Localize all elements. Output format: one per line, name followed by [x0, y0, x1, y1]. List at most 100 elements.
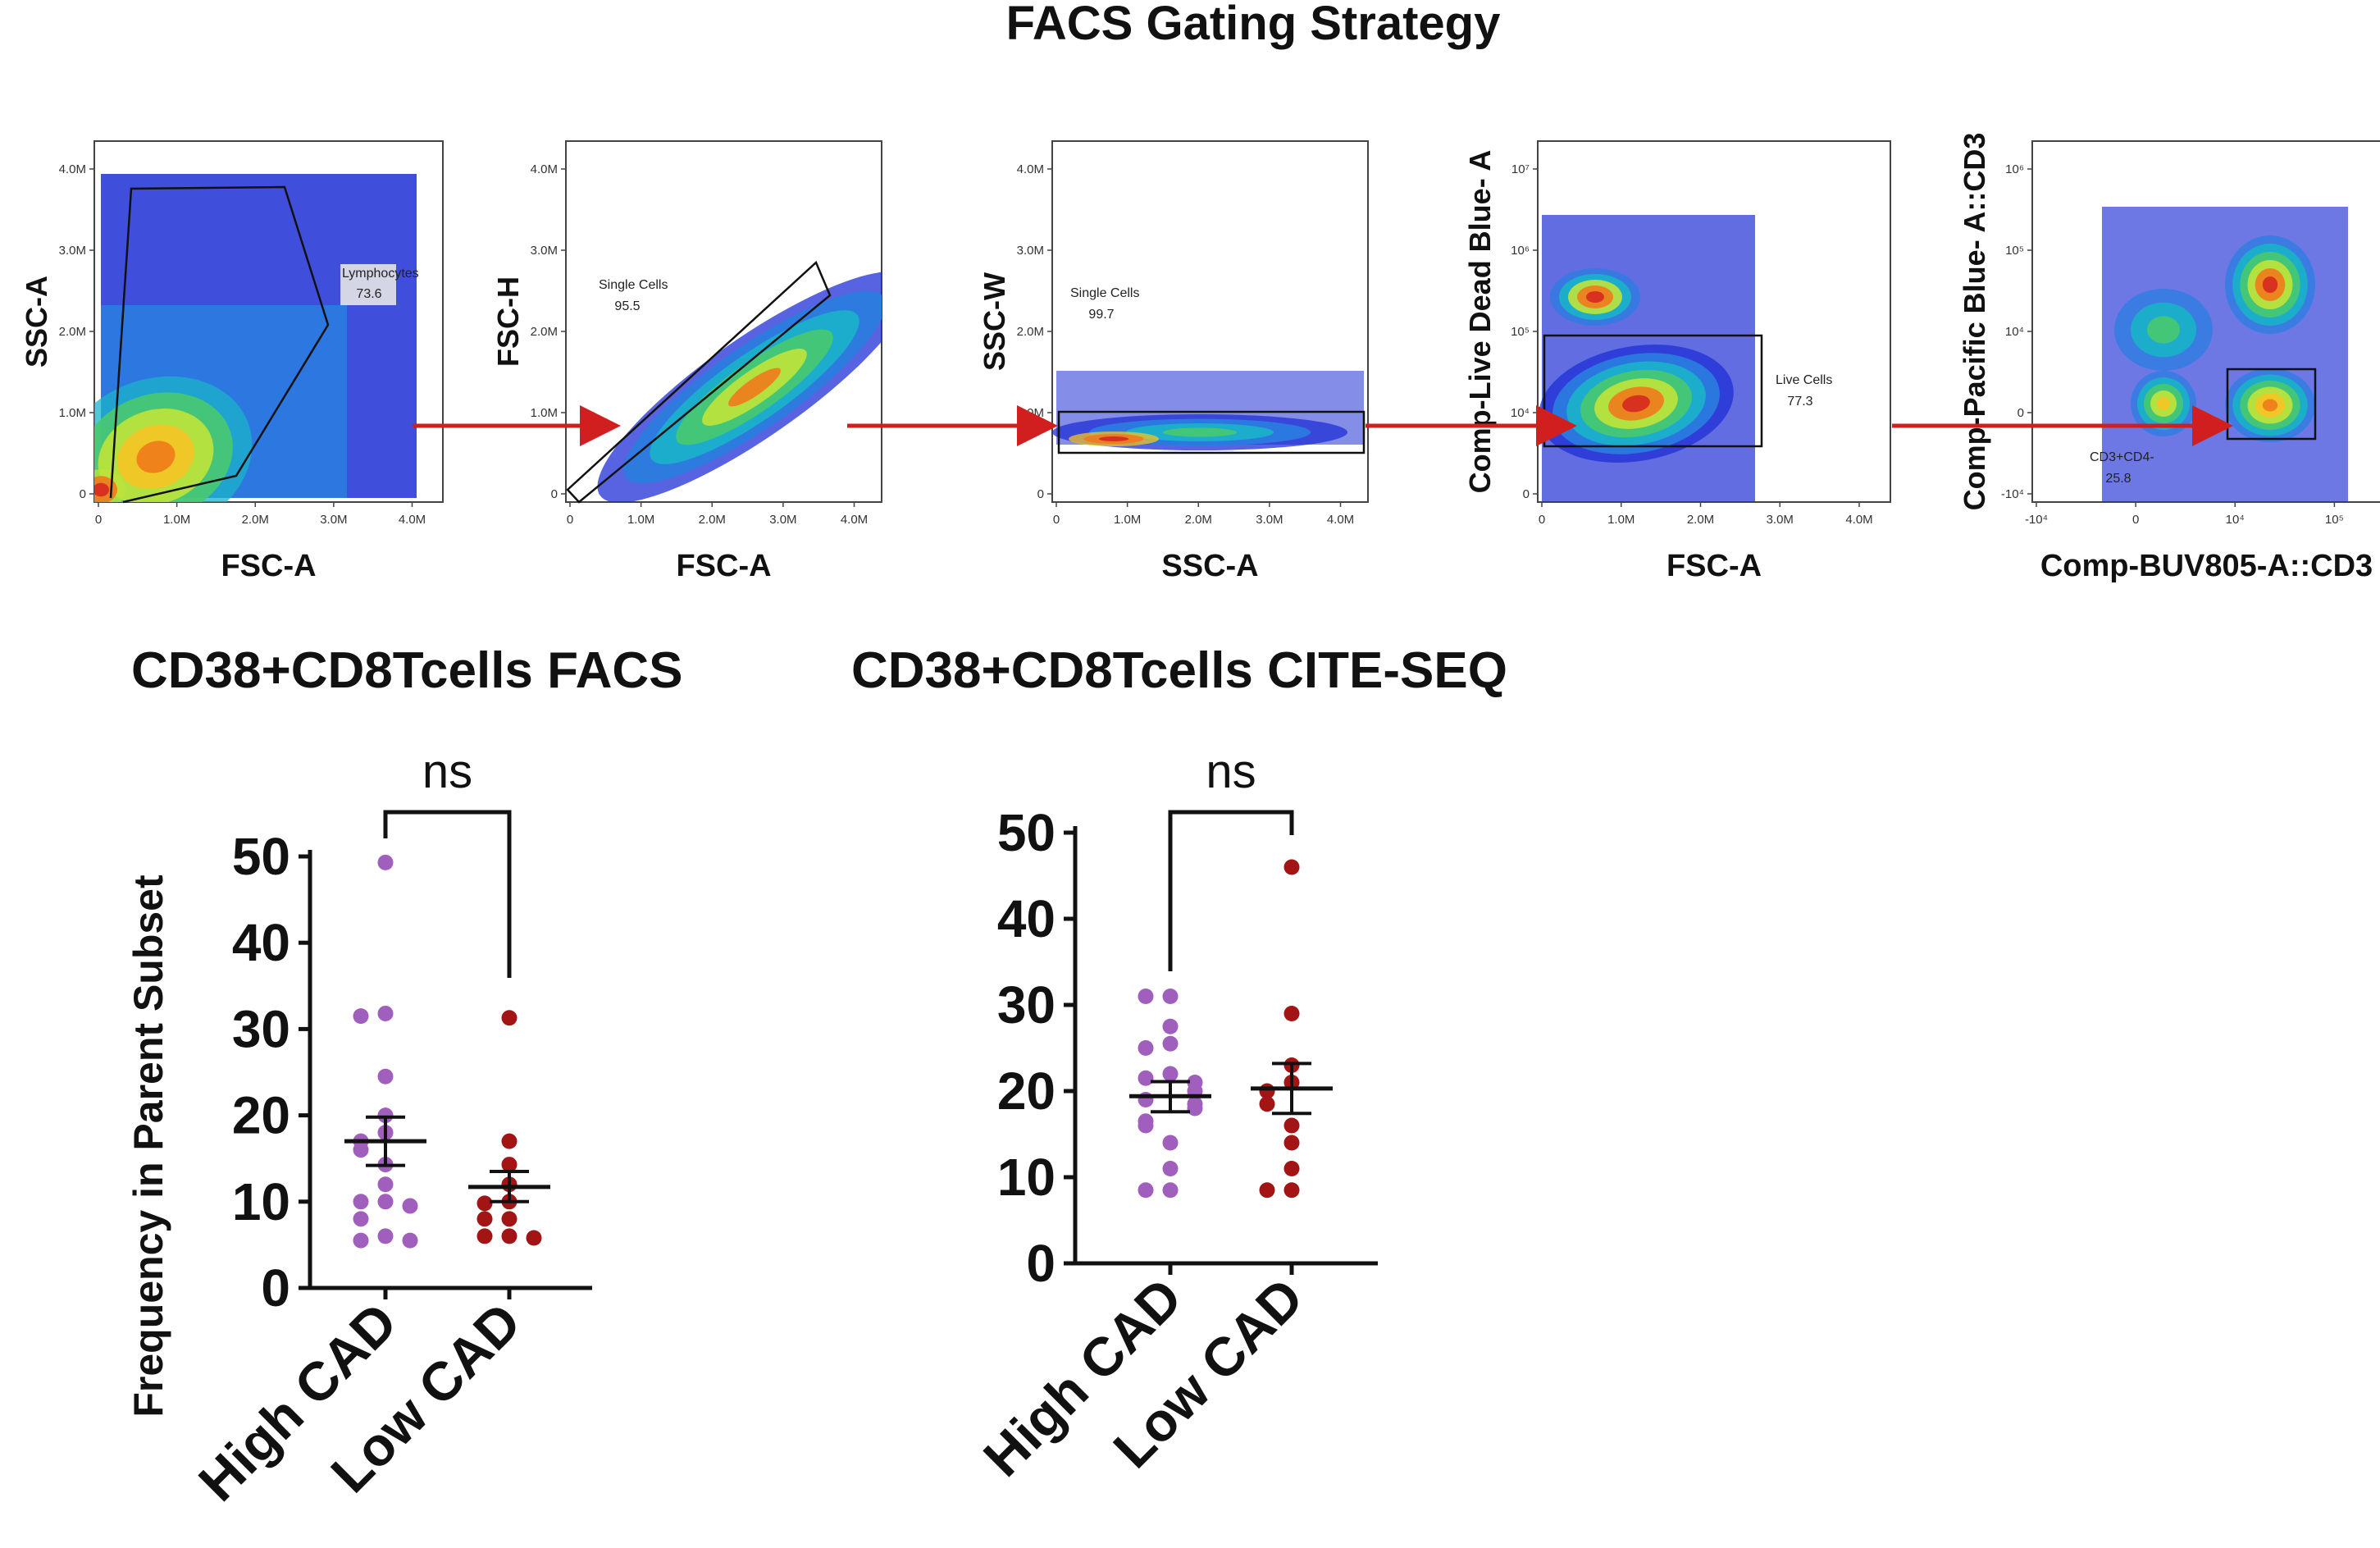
- x-axis-label: Comp-BUV805-A::CD3: [2040, 549, 2373, 583]
- data-point: [501, 1211, 517, 1227]
- data-point: [1138, 1040, 1154, 1056]
- x-tick-label: 0: [95, 513, 102, 527]
- data-point: [1259, 1182, 1275, 1199]
- data-point: [353, 1194, 369, 1210]
- x-tick-label: 1.0M: [1607, 513, 1635, 527]
- data-point: [1138, 1070, 1154, 1086]
- data-point: [1283, 1117, 1300, 1134]
- x-tick-label: 1.0M: [163, 513, 190, 527]
- data-point: [1162, 1182, 1179, 1199]
- gate-name: Single Cells: [1070, 286, 1139, 300]
- x-tick-label: 2.0M: [699, 513, 726, 527]
- singlet-gate: [566, 260, 832, 504]
- data-point: [353, 1142, 369, 1158]
- gating-panel-events: [1052, 371, 1364, 450]
- y-tick-label: 2.0M: [531, 325, 558, 339]
- data-point: [377, 1005, 394, 1021]
- data-point: [377, 1107, 394, 1124]
- data-point: [1283, 1135, 1300, 1151]
- data-point: [476, 1228, 493, 1244]
- x-axis-label: FSC-A: [1666, 549, 1762, 583]
- lymphocyte-gate: [109, 185, 330, 504]
- y-tick-label: 1.0M: [59, 406, 86, 420]
- ssc-core-level-2: [1098, 436, 1129, 441]
- data-point: [1162, 989, 1179, 1004]
- x-tick-label: 3.0M: [1256, 513, 1283, 527]
- gate-value: 99.7: [1088, 308, 1114, 322]
- data-point: [377, 1194, 394, 1210]
- data-point: [377, 854, 394, 870]
- y-axis-label: FSC-H: [491, 276, 525, 367]
- gating-panel-events: [597, 272, 882, 502]
- y-tick-label: 0: [261, 1258, 290, 1317]
- significance-bracket: [1168, 810, 1294, 971]
- y-tick-label: 30: [997, 975, 1055, 1034]
- debris-blob-level-2: [94, 482, 109, 497]
- y-tick-label: 0: [1523, 487, 1530, 501]
- significance-label: ns: [422, 745, 472, 798]
- gate-value: 25.8: [2105, 472, 2131, 486]
- data-point: [377, 1068, 394, 1085]
- y-tick-label: 1.0M: [531, 406, 558, 420]
- y-tick-label: 40: [232, 913, 290, 972]
- x-tick-label: 10⁴: [2226, 513, 2245, 527]
- data-point: [353, 1008, 369, 1025]
- figure-title: FACS Gating Strategy: [1006, 0, 1501, 50]
- data-point: [476, 1211, 493, 1227]
- data-point: [377, 1176, 394, 1193]
- y-tick-label: 0: [80, 487, 86, 501]
- cd8-blob-level-5: [2262, 399, 2278, 412]
- x-tick-label: 4.0M: [1327, 513, 1354, 527]
- significance-label: ns: [1206, 745, 1256, 798]
- x-tick-label: 2.0M: [1185, 513, 1212, 527]
- gate-value: 77.3: [1787, 395, 1812, 409]
- x-axis-label: FSC-A: [676, 549, 771, 583]
- data-point: [353, 1232, 369, 1249]
- data-point: [402, 1232, 418, 1249]
- y-tick-label: 3.0M: [1017, 244, 1044, 258]
- y-tick-label: 0: [551, 487, 558, 501]
- data-point: [476, 1195, 493, 1212]
- data-point: [1283, 1006, 1300, 1021]
- y-tick-label: 3.0M: [59, 244, 86, 258]
- x-axis-label: SSC-A: [1161, 549, 1258, 583]
- y-tick-label: 1.0M: [1017, 406, 1044, 420]
- data-point: [501, 1010, 517, 1026]
- x-tick-label: 4.0M: [399, 513, 426, 527]
- data-point: [1162, 1018, 1179, 1034]
- x-axis-label: FSC-A: [221, 549, 316, 583]
- data-point: [1283, 1182, 1300, 1199]
- gating-panel-3: 0 1.0M 2.0M 3.0M 4.0M 0 1.0M 2.0M 3.0M 4.0M SSC-A S…: [978, 140, 1369, 583]
- x-tick-label: 3.0M: [769, 513, 796, 527]
- cd3-cd4-gate: [2226, 368, 2317, 441]
- y-tick-label: 4.0M: [1017, 162, 1044, 176]
- data-point: [402, 1198, 418, 1214]
- lymph-blob-level-4: [136, 441, 176, 473]
- x-tick-label: 2.0M: [1687, 513, 1714, 527]
- y-tick-label: 10⁵: [1511, 325, 1530, 339]
- y-tick-label: 10⁶: [2005, 162, 2024, 176]
- x-tick-label: -10⁴: [2025, 513, 2048, 527]
- mid-blob-level-2: [2147, 316, 2180, 344]
- gate-name: Lymphocytes: [342, 267, 419, 281]
- x-tick-label: 0: [1539, 513, 1545, 527]
- data-point: [501, 1228, 517, 1244]
- y-axis-label: SSC-W: [978, 272, 1011, 371]
- gating-panel-events: [94, 174, 417, 502]
- data-point: [1162, 1161, 1179, 1176]
- y-tick-label: 3.0M: [531, 244, 558, 258]
- x-tick-label: 1.0M: [1114, 513, 1141, 527]
- citeseq-chart-title: CD38+CD8Tcells CITE-SEQ: [851, 642, 1507, 699]
- gating-strategy: 0 1.0M 2.0M 3.0M 4.0M 0 1.0M 2.0M 3.0M 4.0M FSC-A S…: [20, 133, 2380, 583]
- y-tick-label: 4.0M: [531, 162, 558, 176]
- data-point: [377, 1228, 394, 1244]
- x-tick-label: 3.0M: [1767, 513, 1794, 527]
- data-point: [1138, 1117, 1154, 1134]
- data-point: [501, 1157, 517, 1173]
- y-tick-label: 0: [1037, 487, 1044, 501]
- data-point: [1187, 1100, 1203, 1116]
- y-tick-label: 10⁷: [1511, 162, 1530, 176]
- x-tick-label: 10⁵: [2325, 513, 2344, 527]
